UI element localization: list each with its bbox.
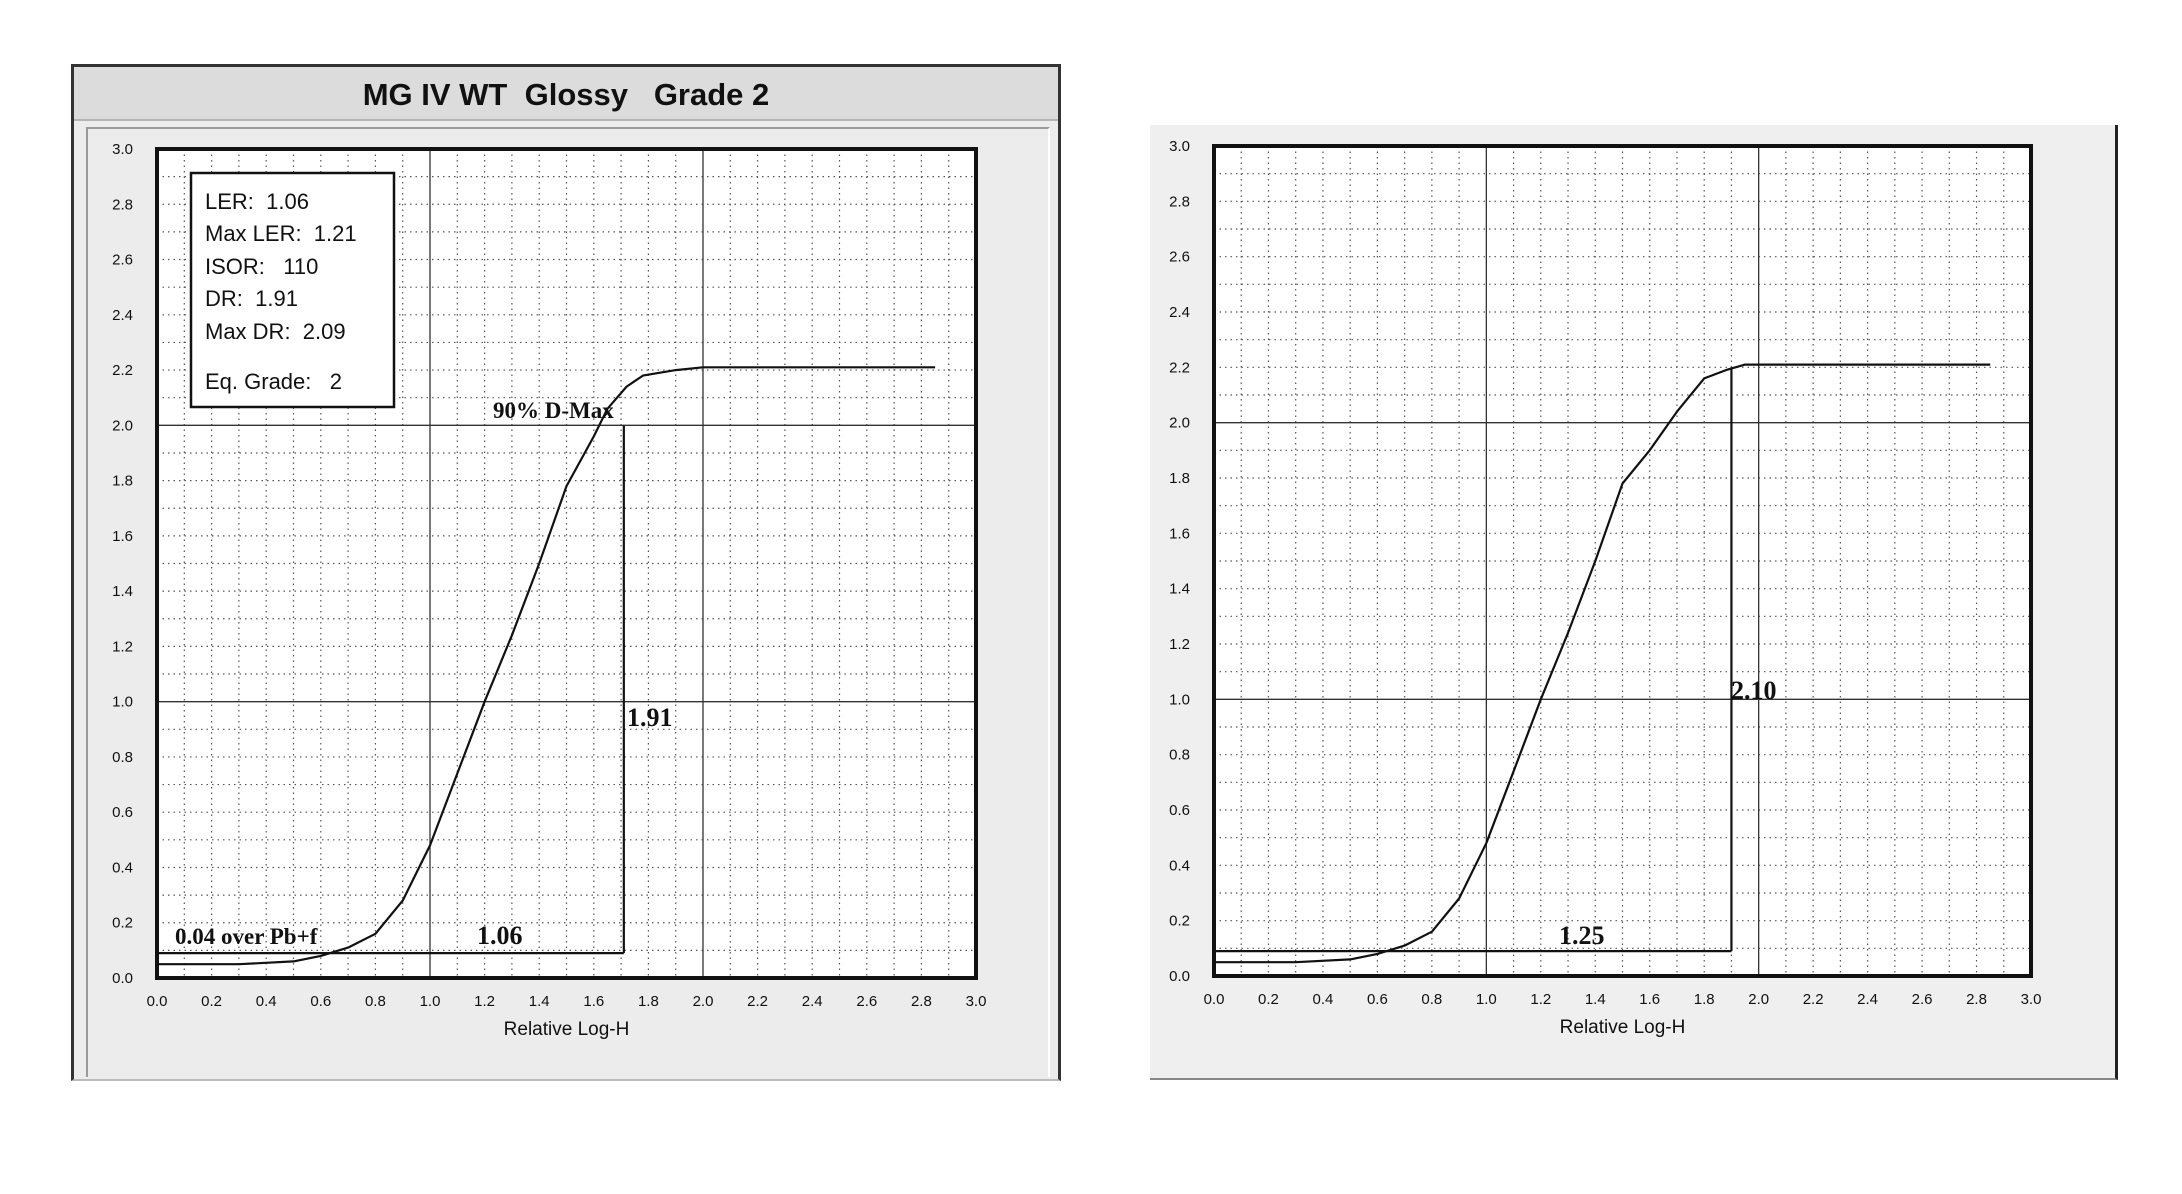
x-tick-label: 1.4 <box>1585 991 1606 1008</box>
chart-title: MG IV WT Glossy Grade 2 <box>362 77 770 112</box>
x-tick-label: 2.0 <box>693 993 714 1010</box>
x-tick-label: 1.4 <box>529 993 550 1010</box>
info-dr: DR: 1.91 <box>205 286 298 311</box>
x-tick-label: 0.4 <box>256 993 277 1010</box>
info-ler: LER: 1.06 <box>205 189 309 214</box>
y-tick-label: 2.4 <box>1169 304 1190 321</box>
y-tick-label: 1.6 <box>1169 525 1190 542</box>
y-tick-label: 2.8 <box>112 196 133 213</box>
x-tick-label: 0.6 <box>1367 991 1388 1008</box>
x-tick-label: 0.6 <box>310 993 331 1010</box>
dmax-label: 90% D-Max <box>493 398 614 423</box>
x-tick-label: 2.0 <box>1748 991 1769 1008</box>
x-axis-label: Relative Log-H <box>504 1019 630 1040</box>
y-tick-label: 3.0 <box>112 141 133 158</box>
y-tick-label: 1.6 <box>112 528 133 545</box>
y-tick-label: 1.0 <box>112 694 133 711</box>
x-tick-label: 0.8 <box>365 993 386 1010</box>
y-tick-label: 2.6 <box>112 252 133 269</box>
x-tick-label: 3.0 <box>2021 991 2042 1008</box>
y-tick-label: 2.0 <box>1169 415 1190 432</box>
x-tick-label: 1.6 <box>583 993 604 1010</box>
info-max-ler: Max LER: 1.21 <box>205 221 357 246</box>
x-tick-label: 1.2 <box>1530 991 1551 1008</box>
y-tick-label: 2.2 <box>112 362 133 379</box>
x-tick-label: 3.0 <box>966 993 987 1010</box>
info-isor: ISOR: 110 <box>205 254 318 279</box>
y-tick-label: 0.8 <box>112 749 133 766</box>
y-tick-label: 1.8 <box>1169 470 1190 487</box>
x-tick-label: 1.0 <box>1476 991 1497 1008</box>
info-box <box>189 171 396 409</box>
characteristic-curve <box>1214 363 1991 964</box>
y-tick-label: 0.0 <box>1169 968 1190 985</box>
y-tick-label: 1.2 <box>1169 636 1190 653</box>
x-tick-label: 1.6 <box>1639 991 1660 1008</box>
plot-frame <box>1212 144 2033 978</box>
x-tick-label: 2.2 <box>747 993 768 1010</box>
x-tick-label: 2.4 <box>802 993 823 1010</box>
base-density-label: 0.04 over Pb+f <box>175 924 318 949</box>
y-tick-label: 1.8 <box>112 473 133 490</box>
title-bar: MG IV WT Glossy Grade 2 <box>74 67 1058 121</box>
characteristic-curve <box>157 366 936 966</box>
x-tick-label: 0.4 <box>1313 991 1334 1008</box>
y-tick-label: 0.8 <box>1169 747 1190 764</box>
y-tick-label: 2.2 <box>1169 359 1190 376</box>
y-tick-label: 1.2 <box>112 638 133 655</box>
x-tick-label: 1.0 <box>420 993 441 1010</box>
y-tick-label: 2.4 <box>112 307 133 324</box>
ler-value-label: 1.06 <box>477 921 523 950</box>
x-tick-label: 0.0 <box>147 993 168 1010</box>
x-tick-label: 1.8 <box>638 993 659 1010</box>
y-tick-label: 0.4 <box>112 859 133 876</box>
y-tick-label: 2.6 <box>1169 249 1190 266</box>
dr-value-label: 1.91 <box>627 703 673 732</box>
y-tick-label: 0.4 <box>1169 857 1190 874</box>
info-eq-grade: Eq. Grade: 2 <box>205 369 342 394</box>
y-tick-label: 0.6 <box>1169 802 1190 819</box>
chart-panel <box>86 127 1050 1077</box>
info-max-dr: Max DR: 2.09 <box>205 319 346 344</box>
x-tick-label: 0.0 <box>1204 991 1225 1008</box>
y-tick-label: 0.2 <box>112 915 133 932</box>
ler-value-label: 1.25 <box>1559 921 1605 950</box>
chart-right: 0.0 0.2 0.4 0.6 0.8 1.0 1.2 1.4 1.6 1.8 2.0 2.2 2.4 2… <box>1169 138 2041 1038</box>
y-tick-label: 2.8 <box>1169 193 1190 210</box>
x-tick-label: 0.2 <box>1258 991 1279 1008</box>
y-tick-label: 0.6 <box>112 804 133 821</box>
x-tick-label: 1.8 <box>1694 991 1715 1008</box>
x-tick-label: 2.6 <box>856 993 877 1010</box>
x-tick-label: 2.6 <box>1912 991 1933 1008</box>
chart-left: 0.0 0.2 0.4 0.6 0.8 1.0 1.2 1.4 1.6 1.8 2.0 2.2 2.4 2… <box>112 141 986 1040</box>
y-tick-label: 1.0 <box>1169 691 1190 708</box>
x-tick-label: 2.8 <box>1966 991 1987 1008</box>
dr-value-label: 2.10 <box>1731 676 1777 705</box>
y-tick-label: 3.0 <box>1169 138 1190 155</box>
x-tick-label: 0.2 <box>201 993 222 1010</box>
y-tick-label: 0.0 <box>112 970 133 987</box>
x-tick-label: 1.2 <box>474 993 495 1010</box>
y-tick-label: 1.4 <box>1169 581 1190 598</box>
y-tick-label: 0.2 <box>1169 913 1190 930</box>
x-axis-label: Relative Log-H <box>1560 1017 1686 1038</box>
x-tick-label: 0.8 <box>1421 991 1442 1008</box>
y-tick-label: 2.0 <box>112 417 133 434</box>
x-tick-label: 2.8 <box>911 993 932 1010</box>
plot-frame <box>155 147 978 980</box>
x-tick-label: 2.2 <box>1803 991 1824 1008</box>
y-tick-label: 1.4 <box>112 583 133 600</box>
x-tick-label: 2.4 <box>1857 991 1878 1008</box>
